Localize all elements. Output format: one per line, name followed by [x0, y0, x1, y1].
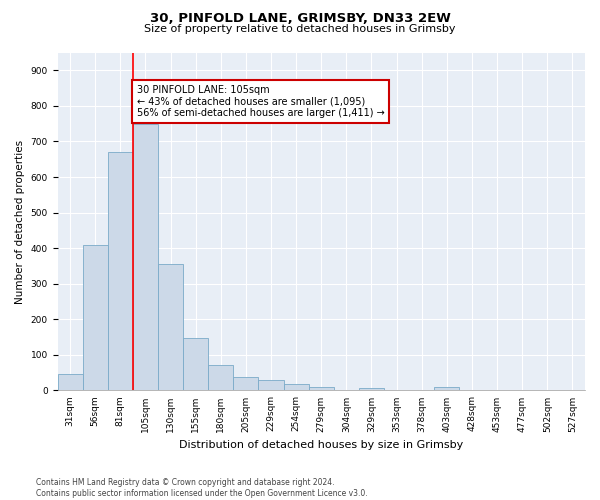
- Text: Size of property relative to detached houses in Grimsby: Size of property relative to detached ho…: [144, 24, 456, 34]
- Bar: [108, 152, 133, 390]
- Bar: [309, 387, 334, 390]
- Bar: [359, 388, 384, 390]
- Bar: [158, 264, 183, 390]
- Text: 30, PINFOLD LANE, GRIMSBY, DN33 2EW: 30, PINFOLD LANE, GRIMSBY, DN33 2EW: [149, 12, 451, 26]
- X-axis label: Distribution of detached houses by size in Grimsby: Distribution of detached houses by size …: [179, 440, 463, 450]
- Bar: [83, 244, 108, 390]
- Text: 30 PINFOLD LANE: 105sqm
← 43% of detached houses are smaller (1,095)
56% of semi: 30 PINFOLD LANE: 105sqm ← 43% of detache…: [137, 84, 385, 117]
- Bar: [58, 374, 83, 390]
- Bar: [434, 387, 460, 390]
- Bar: [284, 384, 309, 390]
- Bar: [208, 365, 233, 390]
- Bar: [133, 124, 158, 390]
- Bar: [259, 380, 284, 390]
- Y-axis label: Number of detached properties: Number of detached properties: [15, 140, 25, 304]
- Bar: [233, 378, 259, 390]
- Text: Contains HM Land Registry data © Crown copyright and database right 2024.
Contai: Contains HM Land Registry data © Crown c…: [36, 478, 368, 498]
- Bar: [183, 338, 208, 390]
